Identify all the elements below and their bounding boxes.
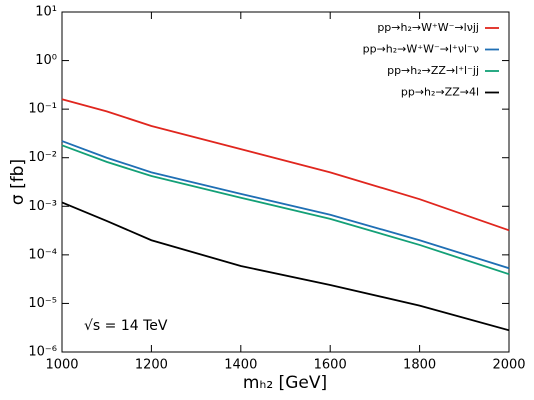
legend-label: pp→h₂→W⁺W⁻→l⁺νl⁻ν — [363, 43, 479, 56]
y-tick-label: 10⁻⁵ — [28, 296, 57, 311]
annotation: √s = 14 TeV — [84, 318, 168, 334]
series-line — [61, 140, 510, 270]
x-tick-label: 1800 — [403, 358, 436, 373]
series-line — [61, 98, 510, 232]
x-tick-label: 1000 — [45, 358, 78, 373]
x-tick-label: 1200 — [135, 358, 168, 373]
y-tick-label: 10⁻¹ — [28, 102, 57, 117]
legend-label: pp→h₂→ZZ→l⁺l⁻jj — [387, 64, 479, 77]
legend-label: pp→h₂→W⁺W⁻→lνjj — [377, 21, 479, 34]
y-tick-label: 10⁻³ — [28, 199, 57, 214]
x-axis-label: mₕ₂ [GeV] — [243, 373, 327, 393]
legend-label: pp→h₂→ZZ→4l — [401, 86, 479, 99]
y-tick-label: 10¹ — [35, 5, 57, 20]
x-tick-label: 1600 — [314, 358, 347, 373]
plot-frame — [61, 11, 510, 353]
series-line — [61, 144, 510, 276]
x-tick-label: 2000 — [492, 358, 525, 373]
series-line — [61, 201, 510, 332]
y-tick-label: 10⁻⁴ — [28, 247, 57, 262]
y-axis-label: σ [fb] — [8, 159, 28, 205]
y-tick-label: 10⁻² — [28, 150, 57, 165]
y-tick-label: 10⁻⁶ — [28, 345, 57, 360]
x-tick-label: 1400 — [224, 358, 257, 373]
y-tick-label: 10⁰ — [35, 53, 57, 68]
